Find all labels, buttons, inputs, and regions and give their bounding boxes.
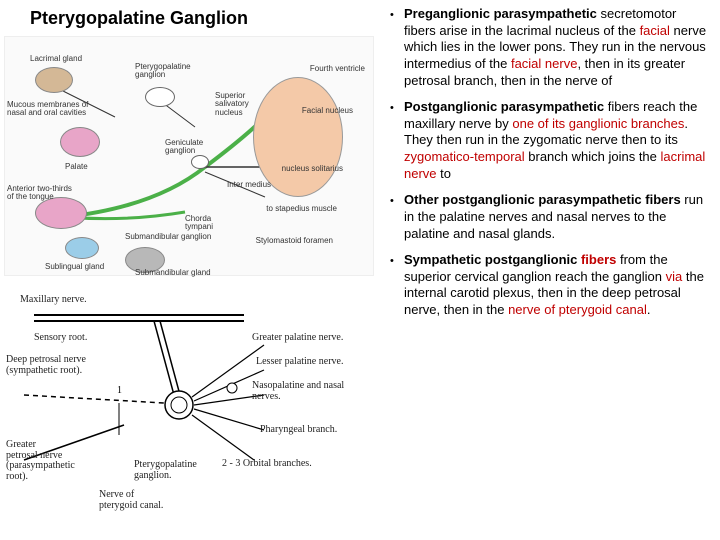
bullet-icon: •: [390, 99, 398, 182]
p4-c: .: [647, 302, 651, 317]
bullet-icon: •: [390, 192, 398, 242]
p4-nrv: nerve of pterygoid canal: [508, 302, 647, 317]
ptery-ganglion-shape: [145, 87, 175, 107]
label-orbital: 2 - 3 Orbital branches.: [222, 459, 312, 470]
label-sublingual: Sublingual gland: [45, 263, 104, 271]
p4-via: via: [666, 269, 683, 284]
label-palate: Palate: [65, 163, 88, 171]
label-submand-gland: Submandibular gland: [135, 269, 211, 277]
tongue-shape: [35, 197, 87, 229]
p2-lead: Postganglionic parasympathetic: [404, 99, 604, 114]
label-inter-medius: Inter medius: [227, 181, 271, 189]
p1-lead: Preganglionic parasympathetic: [404, 6, 597, 21]
label-submand-gang: Submandibular ganglion: [125, 233, 211, 241]
label-to-stap: to stapedius muscle: [266, 205, 337, 213]
page-title: Pterygopalatine Ganglion: [30, 8, 248, 29]
label-ptery-ganglion: Pterygopalatine ganglion: [135, 63, 191, 80]
label-sensory: Sensory root.: [34, 333, 87, 344]
lacrimal-gland-shape: [35, 67, 73, 93]
label-greater-petrosal: Greater petrosal nerve (parasympathetic …: [6, 440, 75, 482]
label-genic: Geniculate ganglion: [165, 139, 203, 156]
bullet-icon: •: [390, 6, 398, 89]
paragraph-2: • Postganglionic parasympathetic fibers …: [390, 99, 708, 182]
p2-d: to: [437, 166, 451, 181]
label-sup-saliv: Superior salivatory nucleus: [215, 92, 249, 117]
p2-one: one of its ganglionic branches: [512, 116, 684, 131]
label-fourth-vent: Fourth ventricle: [310, 65, 365, 73]
label-chorda: Chorda tympani: [185, 215, 213, 232]
schematic-svg: 1: [4, 285, 374, 535]
label-ant-tongue: Anterior two-thirds of the tongue: [7, 185, 72, 202]
label-lesser-pal: Lesser palatine nerve.: [256, 357, 343, 368]
geniculate-shape: [191, 155, 209, 169]
schematic-diagram-bottom: 1 Maxillary nerve. Sensory root. Deep pe…: [4, 285, 374, 535]
p1-facial2: facial nerve: [511, 56, 577, 71]
paragraph-3: • Other postganglionic parasympathetic f…: [390, 192, 708, 242]
p2-c: branch which joins the: [525, 149, 661, 164]
pons-shape: [253, 77, 343, 197]
palate-shape: [60, 127, 100, 157]
paragraph-4: • Sympathetic postganglionic fibers from…: [390, 252, 708, 319]
label-solitarius: nucleus solitarius: [282, 165, 343, 173]
label-ptery-gang-bottom: Pterygopalatine ganglion.: [134, 460, 197, 481]
p3-lead: Other postganglionic parasympathetic fib…: [404, 192, 681, 207]
sublingual-shape: [65, 237, 99, 259]
p2-zygo: zygomatico-temporal: [404, 149, 525, 164]
p1-facial: facial: [640, 23, 670, 38]
paragraph-1: • Preganglionic parasympathetic secretom…: [390, 6, 708, 89]
anatomical-diagram-top: Lacrimal gland Pterygopalatine ganglion …: [4, 36, 374, 276]
label-deep-petrosal: Deep petrosal nerve (sympathetic root).: [6, 355, 86, 376]
svg-text:1: 1: [117, 385, 122, 396]
label-maxillary: Maxillary nerve.: [20, 295, 87, 306]
label-pharyn: Pharyngeal branch.: [260, 425, 337, 436]
label-nerve-ptery: Nerve of pterygoid canal.: [99, 490, 163, 511]
label-greater-pal: Greater palatine nerve.: [252, 333, 343, 344]
bullet-icon: •: [390, 252, 398, 319]
label-facial-nuc: Facial nucleus: [302, 107, 353, 115]
label-mucous: Mucous membranes of nasal and oral cavit…: [7, 101, 88, 118]
label-lacrimal-gland: Lacrimal gland: [30, 55, 82, 63]
label-stylo: Stylomastoid foramen: [256, 237, 333, 245]
label-naso: Nasopalatine and nasal nerves.: [252, 381, 344, 402]
p4-fib: fibers: [577, 252, 616, 267]
text-column: • Preganglionic parasympathetic secretom…: [390, 6, 708, 319]
p4-lead: Sympathetic postganglionic: [404, 252, 577, 267]
